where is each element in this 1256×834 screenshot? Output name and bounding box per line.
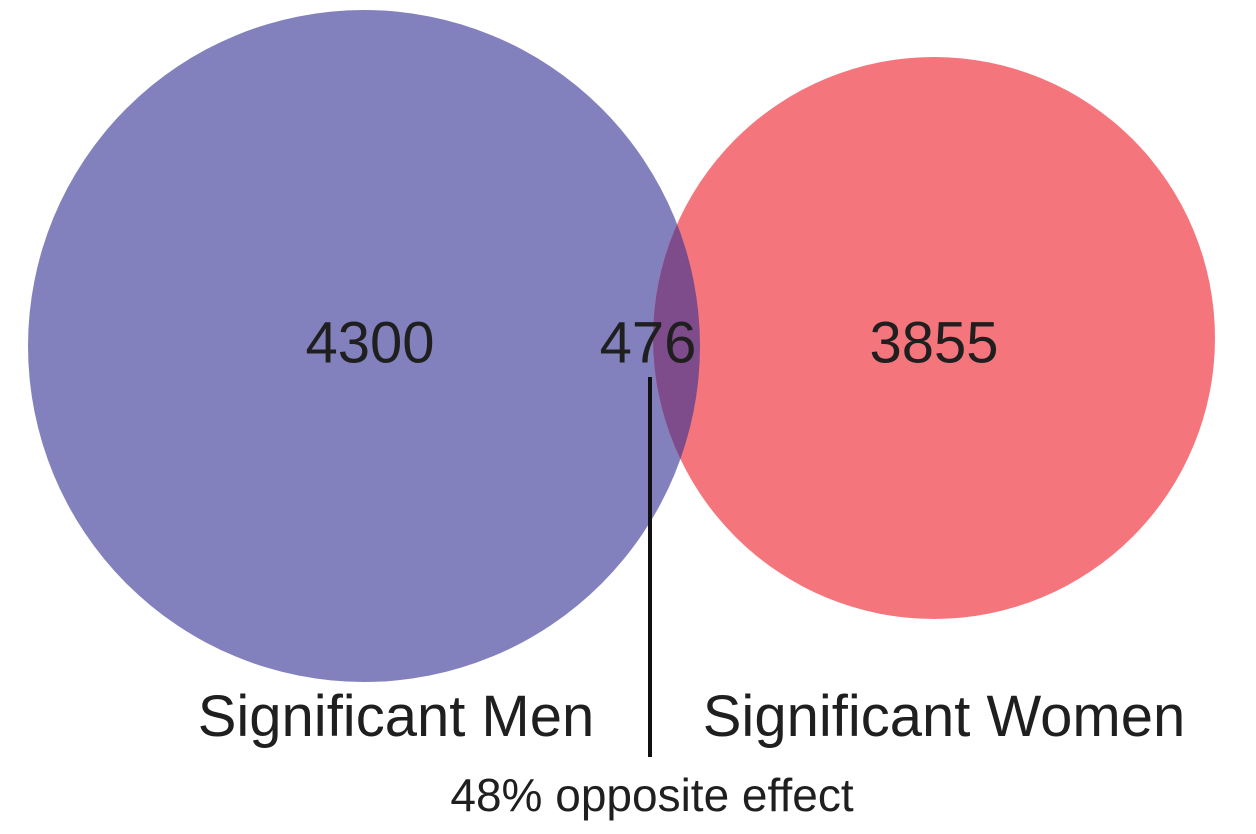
overlap-count: 476 [600, 310, 697, 375]
men-circle [28, 10, 700, 682]
men-set-label: Significant Men [198, 684, 595, 749]
women-circle [653, 57, 1215, 619]
women-set-label: Significant Women [703, 684, 1186, 749]
women-count: 3855 [869, 310, 998, 375]
opposite-effect-annotation: 48% opposite effect [450, 769, 853, 821]
men-count: 4300 [305, 310, 434, 375]
